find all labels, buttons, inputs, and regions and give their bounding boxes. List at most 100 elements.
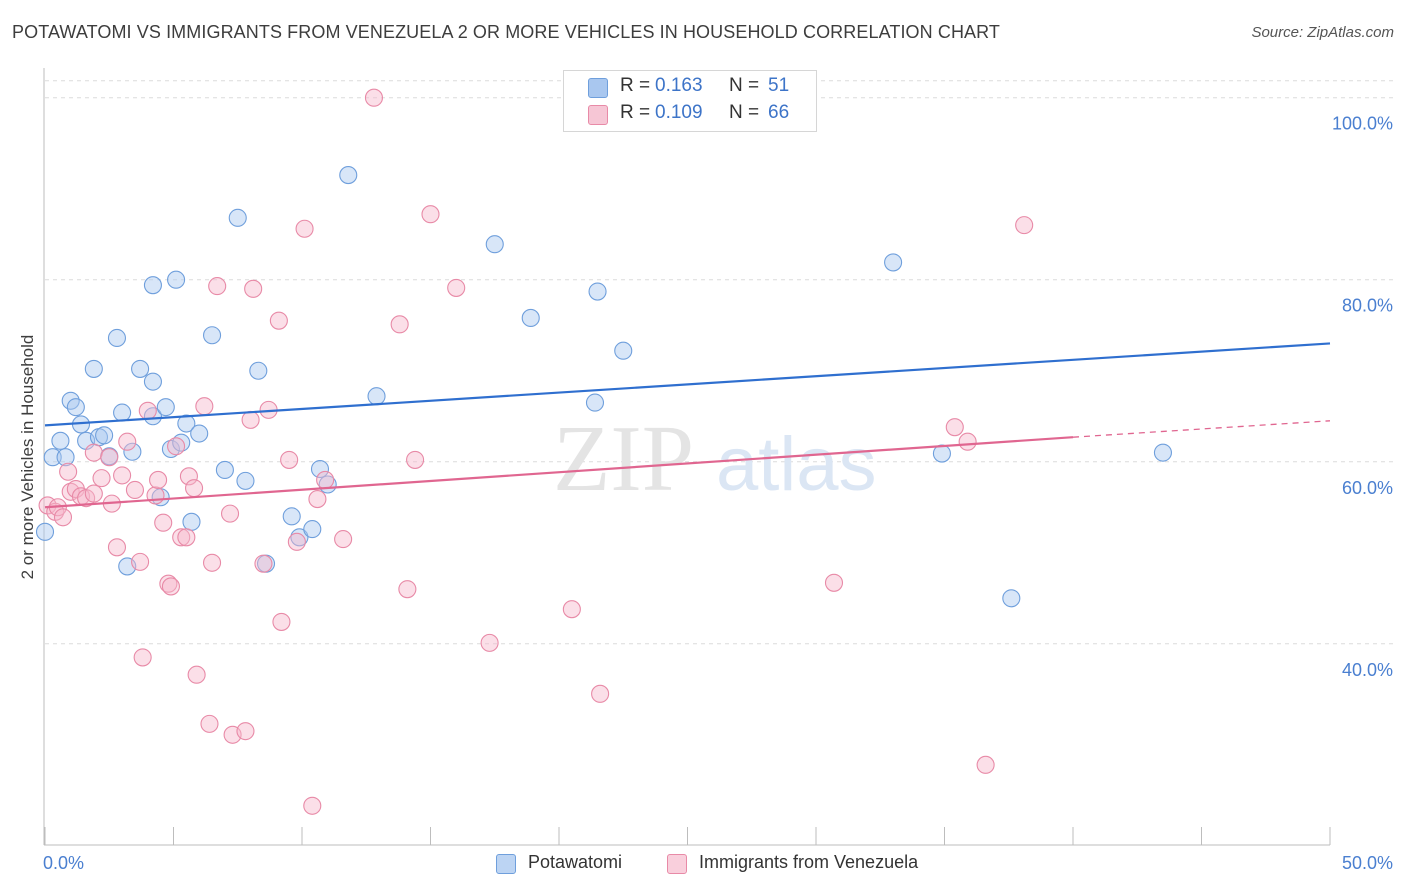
venezuela-point (208, 277, 227, 296)
legend-swatch-pink (588, 105, 608, 125)
venezuela-point (138, 401, 157, 420)
potawatomi-point (95, 426, 114, 445)
venezuela-point (92, 469, 111, 488)
legend-n-label: N = (729, 102, 760, 123)
venezuela-point (295, 219, 314, 238)
trend-lines (44, 342, 1331, 509)
potawatomi-point (113, 403, 132, 422)
potawatomi-point (215, 460, 234, 479)
legend-n-value: 66 (768, 102, 790, 123)
venezuela-point (187, 665, 206, 684)
potawatomi-point (182, 512, 201, 531)
potawatomi-point (84, 359, 103, 378)
venezuela-point (244, 279, 263, 298)
x-tick-label-min: 0.0% (43, 853, 84, 873)
venezuela-point (61, 482, 80, 501)
potawatomi-point (43, 448, 62, 467)
potawatomi-point (35, 522, 55, 541)
venezuela-point (200, 714, 219, 733)
gridlines (45, 80, 1393, 645)
venezuela-point (159, 574, 178, 593)
venezuela-point (125, 480, 144, 500)
watermark-atlas: atlas (716, 422, 877, 507)
legend-r-label: R = (620, 102, 651, 123)
venezuela-point (131, 552, 150, 571)
venezuela-point (84, 484, 103, 503)
venezuela-point (303, 796, 322, 815)
venezuela-point (280, 450, 299, 469)
watermark-zip: ZIP (553, 407, 694, 511)
venezuela-trend-line (44, 436, 1074, 509)
venezuela-point (1015, 216, 1034, 235)
venezuela-point (107, 538, 127, 557)
stats-legend: R = 0.163 N = 51 R = 0.109 N = 66 (563, 70, 817, 132)
potawatomi-point (177, 414, 196, 433)
series-swatch-blue (496, 854, 516, 874)
potawatomi-point (585, 393, 605, 412)
venezuela-point (149, 470, 168, 490)
venezuela-point (59, 462, 78, 481)
y-tick-label: 60.0% (1342, 478, 1393, 498)
venezuela-point (272, 612, 291, 631)
venezuela-point (220, 504, 240, 523)
series-label: Potawatomi (528, 852, 623, 872)
y-tick-labels: 40.0% 60.0% 80.0% 100.0% (1332, 114, 1393, 680)
legend-n-label: N = (729, 75, 760, 96)
potawatomi-point (228, 208, 247, 227)
y-tick-label: 100.0% (1332, 114, 1393, 134)
legend-n-value: 51 (768, 75, 790, 96)
venezuela-point (146, 486, 165, 505)
potawatomi-point (190, 424, 209, 443)
y-tick-label: 80.0% (1342, 296, 1393, 316)
venezuela-point (185, 479, 204, 498)
potawatomi-point (203, 326, 222, 345)
potawatomi-point (143, 276, 162, 295)
venezuela-point (84, 443, 103, 462)
venezuela-point (364, 88, 384, 107)
potawatomi-point (107, 328, 127, 348)
venezuela-point (203, 553, 222, 572)
potawatomi-point (485, 235, 504, 254)
x-tick-label-max: 50.0% (1342, 853, 1393, 873)
venezuela-point (287, 532, 306, 551)
potawatomi-point (66, 398, 85, 417)
legend-r-label: R = (620, 75, 651, 96)
venezuela-point (316, 470, 335, 490)
venezuela-point (195, 397, 214, 416)
potawatomi-point (236, 471, 255, 490)
potawatomi-point (884, 253, 903, 272)
venezuela-point (269, 311, 288, 330)
venezuela-point (154, 513, 173, 532)
venezuela-point (398, 580, 417, 599)
venezuela-point (179, 467, 198, 486)
potawatomi-point (161, 439, 180, 459)
venezuela-point (118, 432, 137, 451)
legend-swatch-blue (588, 78, 608, 98)
potawatomi-point (156, 398, 175, 417)
source-label: Source: ZipAtlas.com (1251, 24, 1394, 41)
venezuela-point (167, 437, 186, 456)
venezuela-point (53, 508, 73, 527)
venezuela-point (177, 528, 196, 547)
potawatomi-point (282, 507, 301, 526)
potawatomi-point (1153, 443, 1172, 462)
venezuela-point (945, 418, 964, 437)
venezuela-point (236, 722, 255, 741)
y-tick-label: 40.0% (1342, 660, 1393, 680)
potawatomi-trend-line (44, 342, 1331, 427)
venezuela-point (421, 205, 440, 224)
venezuela-point (562, 600, 581, 619)
venezuela-point (100, 448, 119, 467)
venezuela-point (241, 410, 260, 429)
venezuela-point (334, 530, 353, 549)
legend-r-value: 0.163 (655, 75, 703, 96)
venezuela-point (447, 278, 466, 297)
venezuela-point (161, 577, 180, 596)
venezuela-point (172, 528, 191, 547)
potawatomi-point (123, 442, 142, 461)
potawatomi-point (172, 433, 191, 452)
venezuela-point (113, 466, 132, 485)
potawatomi-point (56, 448, 75, 467)
potawatomi-point (249, 361, 268, 380)
chart-title: POTAWATOMI VS IMMIGRANTS FROM VENEZUELA … (12, 22, 1001, 42)
